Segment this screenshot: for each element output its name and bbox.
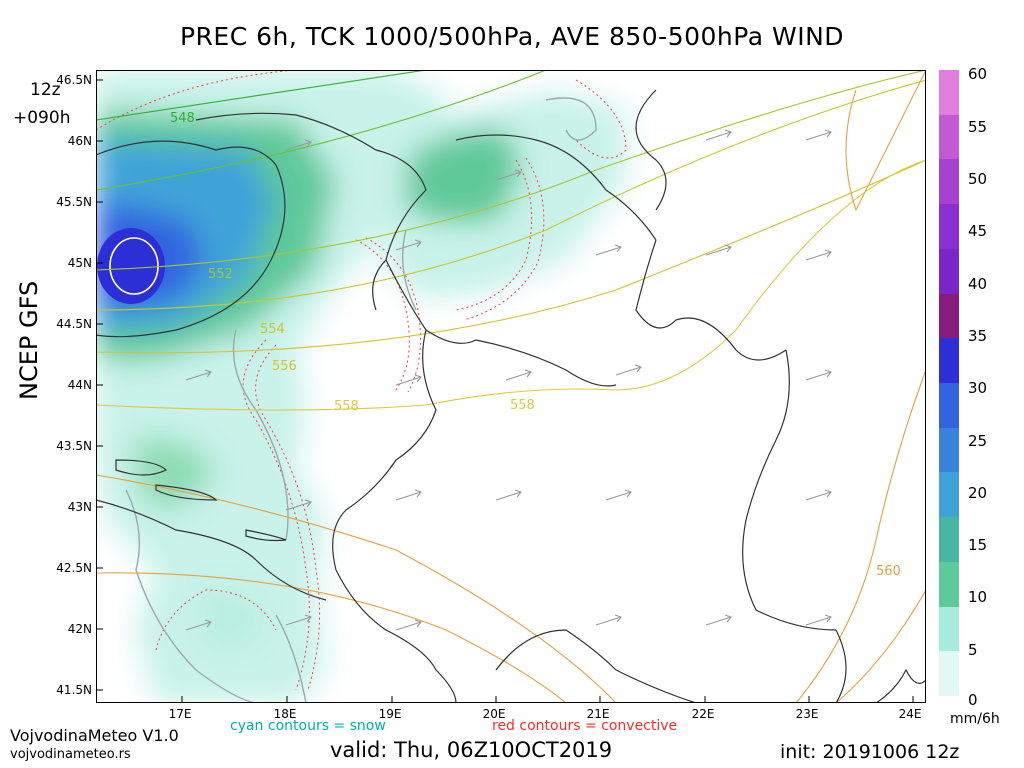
lat-label: 41.5N [56,683,92,697]
colorbar-label: 30 [968,379,988,397]
lat-label: 46N [67,134,92,148]
colorbar-label: 50 [968,170,988,188]
colorbar-label: 0 [968,691,978,709]
lon-label: 23E [795,707,819,721]
colorbar-swatch [939,517,959,563]
lon-label: 24E [898,707,922,721]
colorbar-swatch [939,293,959,339]
lon-label: 22E [691,707,715,721]
lon-label: 19E [378,707,402,721]
lon-label: 21E [586,707,610,721]
thickness-label: 552 [208,267,233,282]
thickness-lines [96,70,926,703]
colorbar-swatch [939,159,959,205]
colorbar-swatch [939,70,959,116]
lat-label: 45N [67,256,92,270]
colorbar-swatch [939,472,959,518]
forecast-step-label: +090h [13,108,71,128]
colorbar-label: 15 [968,536,988,554]
colorbar-swatch [939,651,959,697]
colorbar-swatch [939,204,959,250]
precipitation-map: 548 552 554 556 558 558 560 [96,70,926,703]
colorbar-swatch [939,338,959,384]
lat-label: 42N [67,622,92,636]
precip-contour [109,237,159,295]
colorbar-swatch [939,606,959,652]
map-frame [96,70,926,703]
colorbar-label: 20 [968,484,988,502]
brand-url: vojvodinameteo.rs [10,747,131,762]
colorbar-unit: mm/6h [950,711,1000,727]
axis-ticks [96,79,914,703]
lat-label: 45.5N [56,195,92,209]
lat-label: 46.5N [56,73,92,87]
chart-title: PREC 6h, TCK 1000/500hPa, AVE 850-500hPa… [179,22,845,51]
colorbar [939,70,959,697]
colorbar-swatch [939,114,959,160]
colorbar-label: 60 [968,65,988,83]
convective-contours [96,70,627,691]
run-hour-label: 12z [30,80,61,100]
thickness-labels: 548 552 554 556 558 558 560 [170,111,901,579]
model-name-label: NCEP GFS [15,280,43,400]
colorbar-label: 45 [968,222,988,240]
snow-legend-note: cyan contours = snow [230,718,386,734]
wind-arrows [185,129,832,631]
lat-label: 42.5N [56,561,92,575]
precip-max-core [97,228,165,304]
lat-label: 43.5N [56,439,92,453]
convective-legend-note: red contours = convective [492,718,678,734]
thickness-label: 554 [260,322,285,337]
country-borders [96,89,926,703]
thickness-label: 558 [334,399,359,414]
lon-label: 17E [168,707,192,721]
colorbar-label: 5 [968,641,978,659]
colorbar-swatch [939,561,959,608]
colorbar-swatch [939,427,959,473]
colorbar-swatch [939,383,959,429]
valid-time: valid: Thu, 06Z10OCT2019 [330,738,613,762]
init-time: init: 20191006 12z [780,741,960,763]
lat-label: 43N [67,500,92,514]
colorbar-swatch [939,248,959,295]
colorbar-label: 40 [968,275,988,293]
lat-label: 44.5N [56,317,92,331]
brand-name: VojvodinaMeteo V1.0 [10,726,179,745]
thickness-label: 556 [272,359,297,374]
precip-field [96,70,626,703]
thickness-label: 548 [170,111,195,126]
thickness-label: 560 [876,564,901,579]
colorbar-label: 55 [968,118,988,136]
lon-label: 20E [482,707,506,721]
lat-label: 44N [67,378,92,392]
thickness-label: 558 [510,398,535,413]
lon-label: 18E [273,707,297,721]
colorbar-label: 10 [968,588,988,606]
colorbar-label: 25 [968,432,988,450]
colorbar-label: 35 [968,327,988,345]
